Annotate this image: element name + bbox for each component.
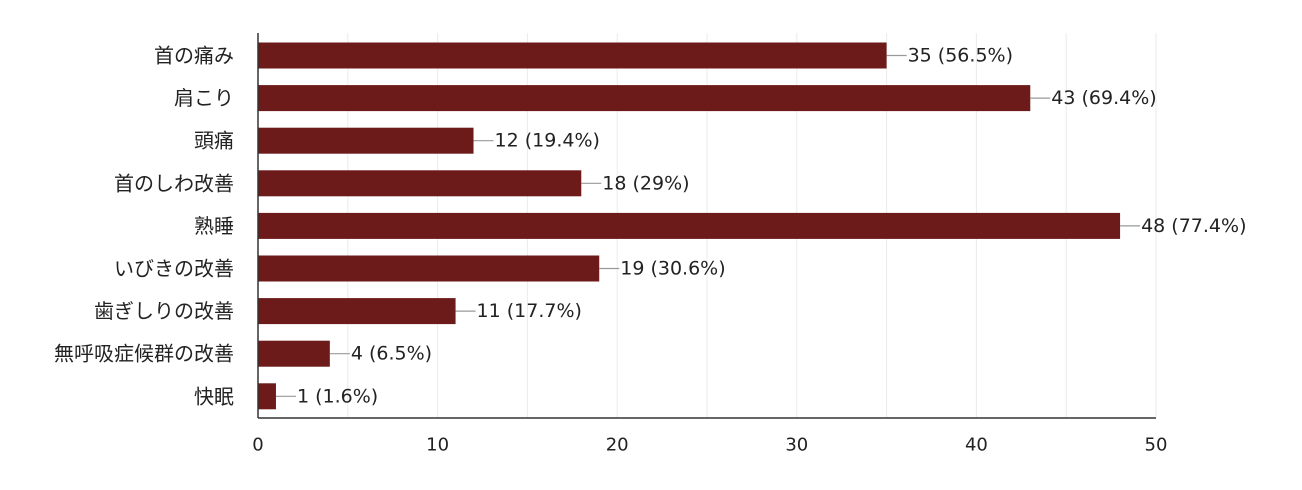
bar (258, 383, 276, 410)
category-label: 無呼吸症候群の改善 (54, 342, 234, 366)
x-tick-label: 10 (426, 435, 449, 456)
x-tick-label: 40 (965, 435, 988, 456)
bar (258, 85, 1031, 112)
category-labels: 首の痛み肩こり頭痛首のしわ改善熟睡いびきの改善歯ぎしりの改善無呼吸症候群の改善快… (54, 44, 234, 409)
bar (258, 212, 1121, 239)
data-label: 12 (19.4%) (495, 130, 600, 152)
x-tick-labels: 0 10 20 30 40 50 (252, 435, 1167, 456)
x-tick-label: 20 (606, 435, 629, 456)
bar (258, 42, 887, 69)
bars (258, 42, 1121, 410)
data-label: 35 (56.5%) (908, 45, 1013, 67)
category-label: 熟睡 (194, 214, 234, 238)
data-label: 48 (77.4%) (1141, 215, 1246, 237)
bar (258, 255, 600, 282)
data-label: 18 (29%) (602, 172, 689, 194)
data-labels: 35 (56.5%) 43 (69.4%) 12 (19.4%)18 (29%) 48… (297, 45, 1247, 408)
data-label-leaders (275, 54, 1141, 397)
category-label: 肩こり (174, 86, 234, 110)
category-label: 首のしわ改善 (114, 171, 234, 195)
data-label: 19 (30.6%) (620, 258, 725, 280)
category-label: いびきの改善 (114, 257, 234, 281)
data-label: 1 (1.6%) (297, 385, 378, 407)
data-label: 4 (6.5%) (351, 343, 432, 365)
category-label: 首の痛み (154, 44, 234, 68)
bar (258, 170, 582, 197)
bar (258, 298, 456, 325)
data-label: 11 (17.7%) (477, 300, 582, 322)
category-label: 快眠 (194, 384, 234, 408)
data-label: 43 (69.4%) (1051, 87, 1156, 109)
x-tick-label: 30 (785, 435, 808, 456)
category-label: 歯ぎしりの改善 (94, 299, 234, 323)
x-tick-label: 50 (1145, 435, 1168, 456)
bar (258, 340, 330, 367)
category-label: 頭痛 (194, 129, 234, 153)
bar (258, 127, 474, 154)
x-tick-label: 0 (252, 435, 263, 456)
